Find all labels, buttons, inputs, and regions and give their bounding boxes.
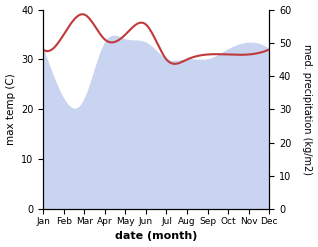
X-axis label: date (month): date (month) xyxy=(115,231,197,242)
Y-axis label: med. precipitation (kg/m2): med. precipitation (kg/m2) xyxy=(302,44,313,175)
Y-axis label: max temp (C): max temp (C) xyxy=(5,74,16,145)
